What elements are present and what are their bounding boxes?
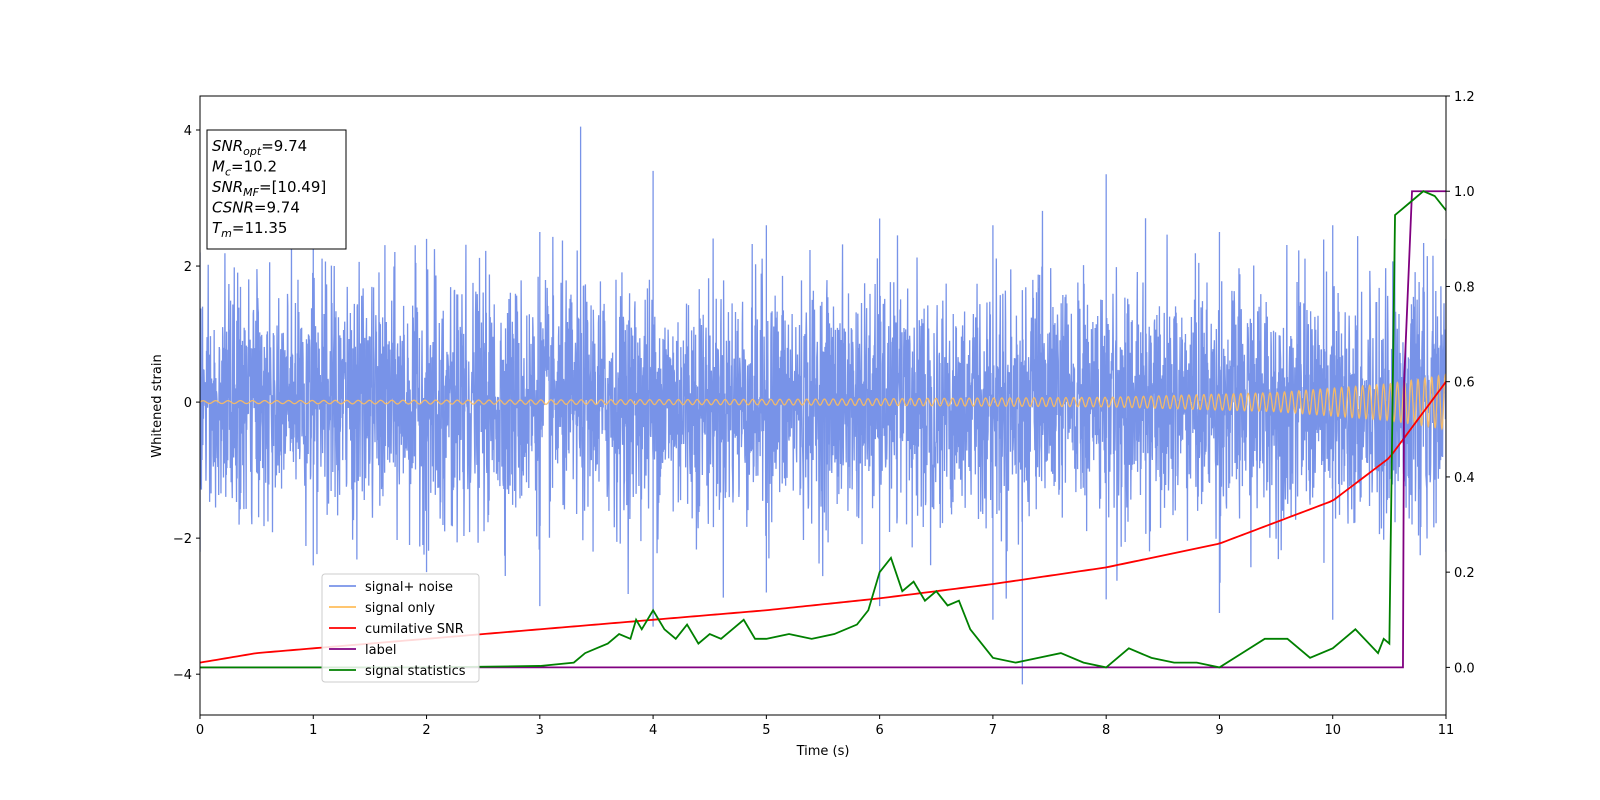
x-tick-label: 11 xyxy=(1438,723,1455,738)
plot-frame xyxy=(199,95,1447,716)
y2-tick-label: 1.2 xyxy=(1454,90,1475,105)
info-box-frame xyxy=(206,129,347,250)
x-tick-label: 3 xyxy=(536,723,544,738)
x-tick-label: 0 xyxy=(196,723,204,738)
y-tick-label: 2 xyxy=(184,260,192,275)
info-box-line: Mc=10.2 xyxy=(212,158,277,179)
x-tick-label: 1 xyxy=(309,723,317,738)
y2-tick-label: 0.4 xyxy=(1454,471,1475,486)
x-tick-label: 5 xyxy=(762,723,770,738)
y-tick-label: −2 xyxy=(173,532,192,547)
x-tick-label: 7 xyxy=(989,723,997,738)
series-signal-only-line xyxy=(200,373,1446,431)
y2-tick-label: 0.0 xyxy=(1454,661,1475,676)
info-box-line: SNRopt=9.74 xyxy=(212,137,307,158)
x-axis-label: Time (s) xyxy=(796,744,850,759)
y2-tick-label: 0.8 xyxy=(1454,280,1475,295)
legend-label: label xyxy=(365,643,396,658)
legend-label: cumilative SNR xyxy=(365,622,464,637)
x-tick-label: 6 xyxy=(875,723,883,738)
info-box-line: CSNR=9.74 xyxy=(212,199,300,217)
x-tick-label: 2 xyxy=(422,723,430,738)
y-tick-label: 4 xyxy=(184,124,192,139)
info-box-line: Tm=11.35 xyxy=(212,219,287,240)
y-tick-label: 0 xyxy=(184,396,192,411)
y2-tick-label: 0.2 xyxy=(1454,566,1475,581)
x-tick-label: 8 xyxy=(1102,723,1110,738)
series-signal-noise-line xyxy=(200,126,1446,685)
info-box-line: SNRMF=[10.49] xyxy=(212,178,326,199)
legend-label: signal statistics xyxy=(365,664,466,679)
x-tick-label: 4 xyxy=(649,723,657,738)
y-tick-label: −4 xyxy=(173,668,192,683)
x-tick-label: 10 xyxy=(1324,723,1341,738)
y-axis-left: 4 2 0 −2 −4 xyxy=(173,124,200,683)
legend-frame xyxy=(321,573,480,683)
x-axis: 0 1 2 3 4 5 6 7 8 9 10 11 xyxy=(196,715,1454,738)
y2-tick-label: 0.6 xyxy=(1454,376,1475,391)
legend-label: signal+ noise xyxy=(365,580,453,595)
series-signal-statistics-line xyxy=(200,190,1446,669)
y-axis-label: Whitened strain xyxy=(150,354,165,457)
info-box: SNRopt=9.74Mc=10.2SNRMF=[10.49]CSNR=9.74… xyxy=(206,129,347,250)
x-tick-label: 9 xyxy=(1215,723,1223,738)
y2-tick-label: 1.0 xyxy=(1454,185,1475,200)
y-axis-right: 1.2 1.0 0.8 0.6 0.4 0.2 0.0 xyxy=(1446,90,1475,676)
legend-label: signal only xyxy=(365,601,435,616)
legend: signal+ noise signal only cumilative SNR la… xyxy=(321,573,480,683)
